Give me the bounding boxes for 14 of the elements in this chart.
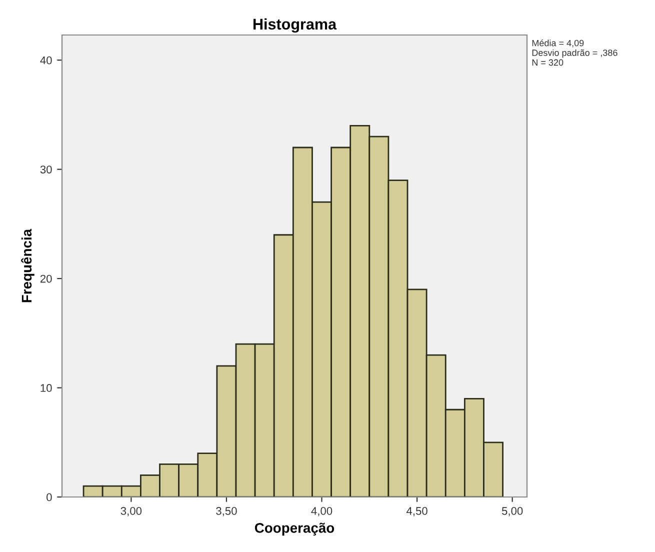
- x-tick-label: 4,50: [406, 507, 428, 516]
- x-tick-label: 3,00: [120, 507, 142, 516]
- y-tick-label: 0: [46, 493, 52, 502]
- y-axis-title: Frequência: [21, 228, 34, 302]
- x-tick-label: 5,00: [502, 507, 523, 516]
- y-tick-label: 40: [40, 56, 52, 64]
- chart-title: Histograma: [254, 18, 337, 33]
- y-tick-label: 30: [40, 166, 52, 174]
- x-tick-label: 3,50: [216, 507, 237, 516]
- y-tick-label: 20: [40, 274, 52, 283]
- text: Média = 4,09 Desvio padrão = ,386 N = 320: [532, 40, 618, 66]
- y-tick-label: 10: [40, 384, 52, 392]
- x-axis-title: Cooperação: [254, 522, 334, 536]
- x-tick-label: 4,00: [311, 507, 332, 516]
